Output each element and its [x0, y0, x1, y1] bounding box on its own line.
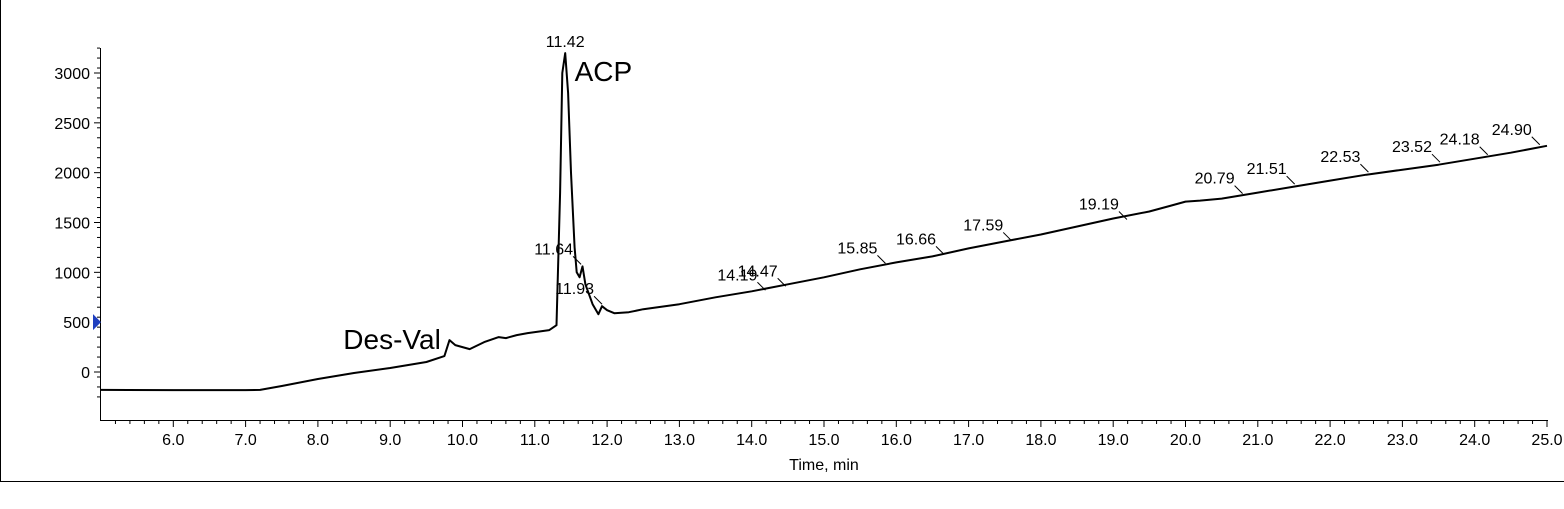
x-tick-label: 22.0 — [1315, 432, 1346, 449]
annotation-des-val: Des-Val — [343, 324, 441, 355]
annotation-acp: ACP — [575, 56, 633, 87]
peak-label-leader — [1234, 185, 1243, 194]
peak-label-leader — [1431, 153, 1441, 163]
threshold-marker-icon — [93, 314, 101, 331]
x-tick-label: 15.0 — [808, 432, 839, 449]
x-tick-label: 11.0 — [520, 432, 550, 449]
y-axis-ticks: 0 500 1000 1500 2000 2500 3000 — [54, 47, 100, 398]
x-tick-label: 8.0 — [307, 432, 329, 449]
peak-label: 20.79 — [1195, 171, 1235, 188]
x-tick-label: 24.0 — [1459, 432, 1490, 449]
peak-label: 15.85 — [837, 240, 877, 257]
peak-label-leader — [1360, 163, 1369, 173]
x-tick-label: 7.0 — [234, 432, 256, 449]
peak-label-leader — [572, 255, 582, 265]
x-tick-label: 16.0 — [881, 432, 912, 449]
x-tick-label: 12.0 — [592, 432, 623, 449]
y-tick-label: 1000 — [54, 265, 90, 282]
x-tick-label: 25.0 — [1531, 432, 1562, 449]
peak-label: 22.53 — [1320, 149, 1360, 166]
chromatogram-trace — [100, 52, 1548, 392]
x-tick-label: 18.0 — [1025, 432, 1056, 449]
x-tick-label: 21.0 — [1242, 432, 1273, 449]
x-tick-label: 14.0 — [736, 432, 767, 449]
x-tick-label: 19.0 — [1098, 432, 1129, 449]
peak-label-leader — [777, 277, 787, 287]
peak-label: 16.66 — [896, 231, 936, 248]
x-tick-label: 17.0 — [953, 432, 984, 449]
y-tick-label: 500 — [63, 315, 90, 332]
peak-label: 21.51 — [1247, 161, 1287, 178]
peak-label-leader — [757, 281, 766, 291]
peak-label-leader — [1286, 175, 1296, 185]
peak-label-leader — [935, 246, 945, 255]
peak-label: 11.42 — [546, 34, 585, 51]
peak-label: 24.18 — [1440, 132, 1480, 149]
x-tick-label: 9.0 — [379, 432, 401, 449]
peak-label: 14.19 — [717, 267, 757, 284]
y-tick-label: 1500 — [54, 216, 90, 233]
x-tick-label: 6.0 — [162, 432, 184, 449]
y-tick-label: 3000 — [54, 66, 90, 83]
x-axis-label: Time, min — [789, 457, 859, 474]
peak-label-leader — [593, 295, 603, 305]
peak-label: 17.59 — [963, 217, 1003, 234]
y-tick-label: 2500 — [54, 116, 90, 133]
peak-label: 19.19 — [1079, 197, 1119, 214]
peak-label-leader — [1531, 136, 1541, 146]
x-tick-label: 10.0 — [447, 432, 478, 449]
x-tick-label: 23.0 — [1387, 432, 1418, 449]
peak-annotations: ACP Des-Val — [343, 56, 632, 355]
x-tick-label: 13.0 — [664, 432, 695, 449]
peak-label: 24.90 — [1492, 122, 1532, 139]
peak-label-leader — [1479, 146, 1489, 156]
y-tick-label: 0 — [81, 365, 90, 382]
peak-label-leader — [877, 255, 886, 264]
x-axis-ticks: 6.0 7.0 8.0 9.0 10.0 11.0 12.0 13.0 14.0 15.0 16.0… — [114, 420, 1563, 449]
peak-label: 14.47 — [738, 263, 778, 280]
peak-label: 11.93 — [555, 281, 594, 298]
peak-label-leader — [1118, 211, 1128, 220]
peak-label-leader — [1002, 232, 1012, 241]
peak-label: 23.52 — [1392, 139, 1432, 156]
peak-label: 11.64 — [534, 241, 573, 258]
x-tick-label: 20.0 — [1170, 432, 1201, 449]
y-tick-label: 2000 — [54, 166, 90, 183]
